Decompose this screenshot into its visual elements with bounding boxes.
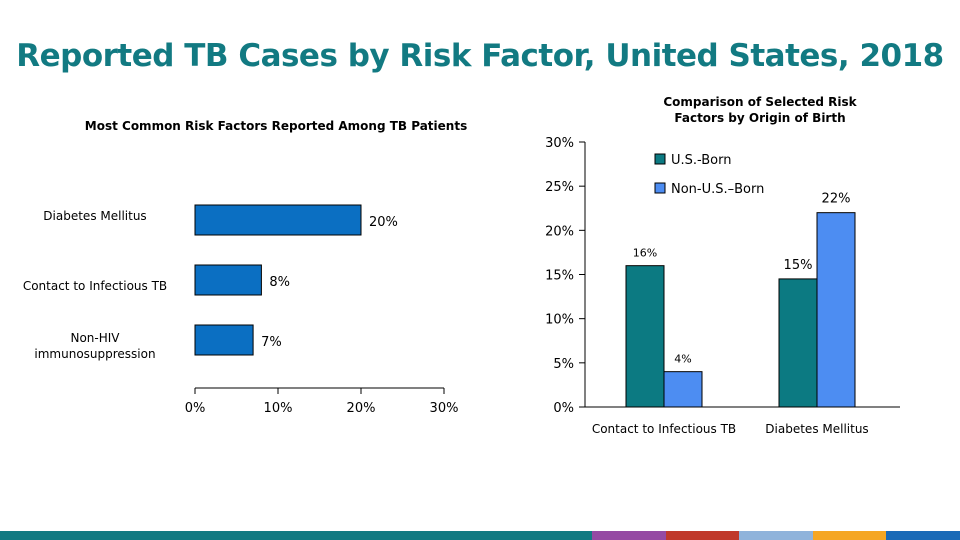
- legend-swatch-1: [654, 182, 666, 194]
- footer-stripe: [0, 531, 960, 540]
- right-y-tick-label-4: 20%: [545, 224, 574, 239]
- page-title: Reported TB Cases by Risk Factor, United…: [16, 38, 944, 74]
- footer-stripe-segment-4: [813, 531, 886, 540]
- right-bar-label-0-1: 4%: [674, 353, 691, 366]
- left-bar-label-0: 20%: [369, 215, 398, 230]
- footer-stripe-segment-0: [0, 531, 592, 540]
- left-category-label-0: Diabetes Mellitus: [43, 209, 146, 223]
- left-bar-label-1: 8%: [269, 275, 290, 290]
- left-bar-label-2: 7%: [261, 335, 282, 350]
- right-y-tick-label-6: 30%: [545, 136, 574, 151]
- left-bar-0: [194, 204, 362, 236]
- legend-label-0: U.S.-Born: [671, 153, 732, 168]
- left-x-tick-label-1: 10%: [264, 401, 293, 416]
- right-bar-0-0: [625, 265, 665, 408]
- right-bar-label-1-0: 15%: [784, 258, 813, 273]
- right-bar-label-0-0: 16%: [633, 247, 657, 260]
- legend-swatch-0: [654, 153, 666, 165]
- left-x-tick-label-3: 30%: [430, 401, 459, 416]
- right-category-label-1: Diabetes Mellitus: [765, 422, 868, 436]
- right-chart-title-0: Comparison of Selected Risk: [663, 95, 857, 109]
- left-bar-2: [194, 324, 254, 356]
- left-x-tick-label-0: 0%: [185, 401, 206, 416]
- left-chart-title: Most Common Risk Factors Reported Among …: [85, 119, 467, 133]
- right-bar-0-1: [663, 371, 703, 408]
- right-chart-title-1: Factors by Origin of Birth: [674, 111, 845, 125]
- footer-stripe-segment-5: [886, 531, 960, 540]
- footer-stripe-segment-1: [592, 531, 666, 540]
- right-y-tick-label-1: 5%: [553, 357, 574, 372]
- right-y-tick-label-2: 10%: [545, 313, 574, 328]
- right-bar-1-0: [778, 278, 818, 408]
- legend-label-1: Non-U.S.–Born: [671, 182, 764, 197]
- right-y-tick-label-0: 0%: [553, 401, 574, 416]
- footer-stripe-segment-3: [739, 531, 813, 540]
- right-bar-1-1: [816, 212, 856, 408]
- right-y-tick-label-3: 15%: [545, 269, 574, 284]
- right-y-tick-label-5: 25%: [545, 180, 574, 195]
- left-category-label-1: Contact to Infectious TB: [23, 279, 167, 293]
- right-category-label-0: Contact to Infectious TB: [592, 422, 736, 436]
- left-category-label-2-1: immunosuppression: [34, 347, 155, 361]
- left-category-label-2-0: Non-HIV: [70, 331, 120, 345]
- left-bar-1: [194, 264, 262, 296]
- left-x-tick-label-2: 20%: [347, 401, 376, 416]
- footer-stripe-segment-2: [666, 531, 739, 540]
- right-bar-label-1-1: 22%: [822, 192, 851, 207]
